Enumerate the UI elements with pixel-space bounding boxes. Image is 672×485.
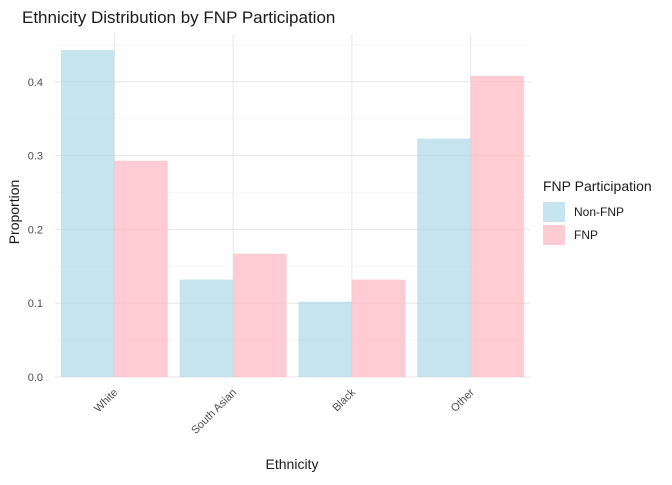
legend: FNP Participation Non-FNP FNP (543, 178, 652, 245)
y-tick-label: 0.2 (28, 224, 43, 236)
chart-title: Ethnicity Distribution by FNP Participat… (22, 8, 335, 27)
x-axis-ticks: White South Asian Black Other (92, 386, 477, 436)
legend-items: Non-FNP FNP (543, 202, 624, 245)
bar-fnp-black (351, 279, 406, 377)
bar-fnp-south-asian (233, 253, 287, 377)
x-tick-label: Other (449, 386, 477, 414)
y-axis-ticks: 0.0 0.1 0.2 0.3 0.4 (28, 77, 43, 384)
x-tick-label: Black (330, 386, 358, 414)
bar-non-fnp-other (417, 138, 471, 377)
legend-title: FNP Participation (543, 178, 652, 194)
y-tick-label: 0.0 (28, 372, 43, 384)
legend-label-non-fnp: Non-FNP (574, 205, 624, 219)
x-axis-title: Ethnicity (266, 456, 319, 472)
y-axis-title: Proportion (6, 180, 22, 245)
bar-non-fnp-black (298, 301, 352, 377)
bars (60, 50, 525, 378)
bar-fnp-other (470, 75, 525, 378)
bar-non-fnp-white (60, 50, 115, 377)
legend-swatch-non-fnp (543, 202, 565, 222)
x-tick-label: South Asian (189, 387, 239, 437)
legend-swatch-fnp (543, 225, 565, 245)
x-tick-label: White (92, 387, 120, 415)
y-tick-label: 0.1 (28, 298, 43, 310)
y-tick-label: 0.3 (28, 151, 43, 163)
bar-non-fnp-south-asian (179, 279, 234, 377)
legend-label-fnp: FNP (574, 228, 598, 242)
y-tick-label: 0.4 (28, 77, 43, 89)
bar-fnp-white (114, 160, 168, 377)
